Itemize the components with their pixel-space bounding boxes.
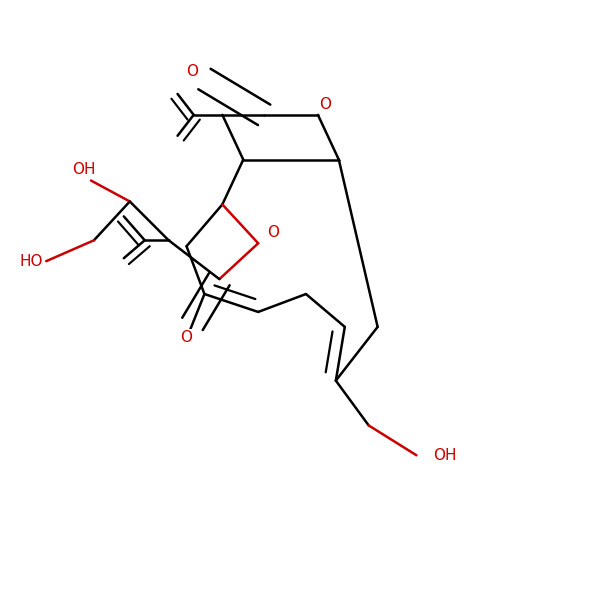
Text: OH: OH — [72, 163, 95, 178]
Text: O: O — [319, 97, 331, 112]
Text: HO: HO — [20, 254, 43, 269]
Text: OH: OH — [433, 448, 457, 463]
Text: O: O — [181, 329, 193, 344]
Text: O: O — [267, 225, 279, 240]
Text: O: O — [187, 64, 199, 79]
